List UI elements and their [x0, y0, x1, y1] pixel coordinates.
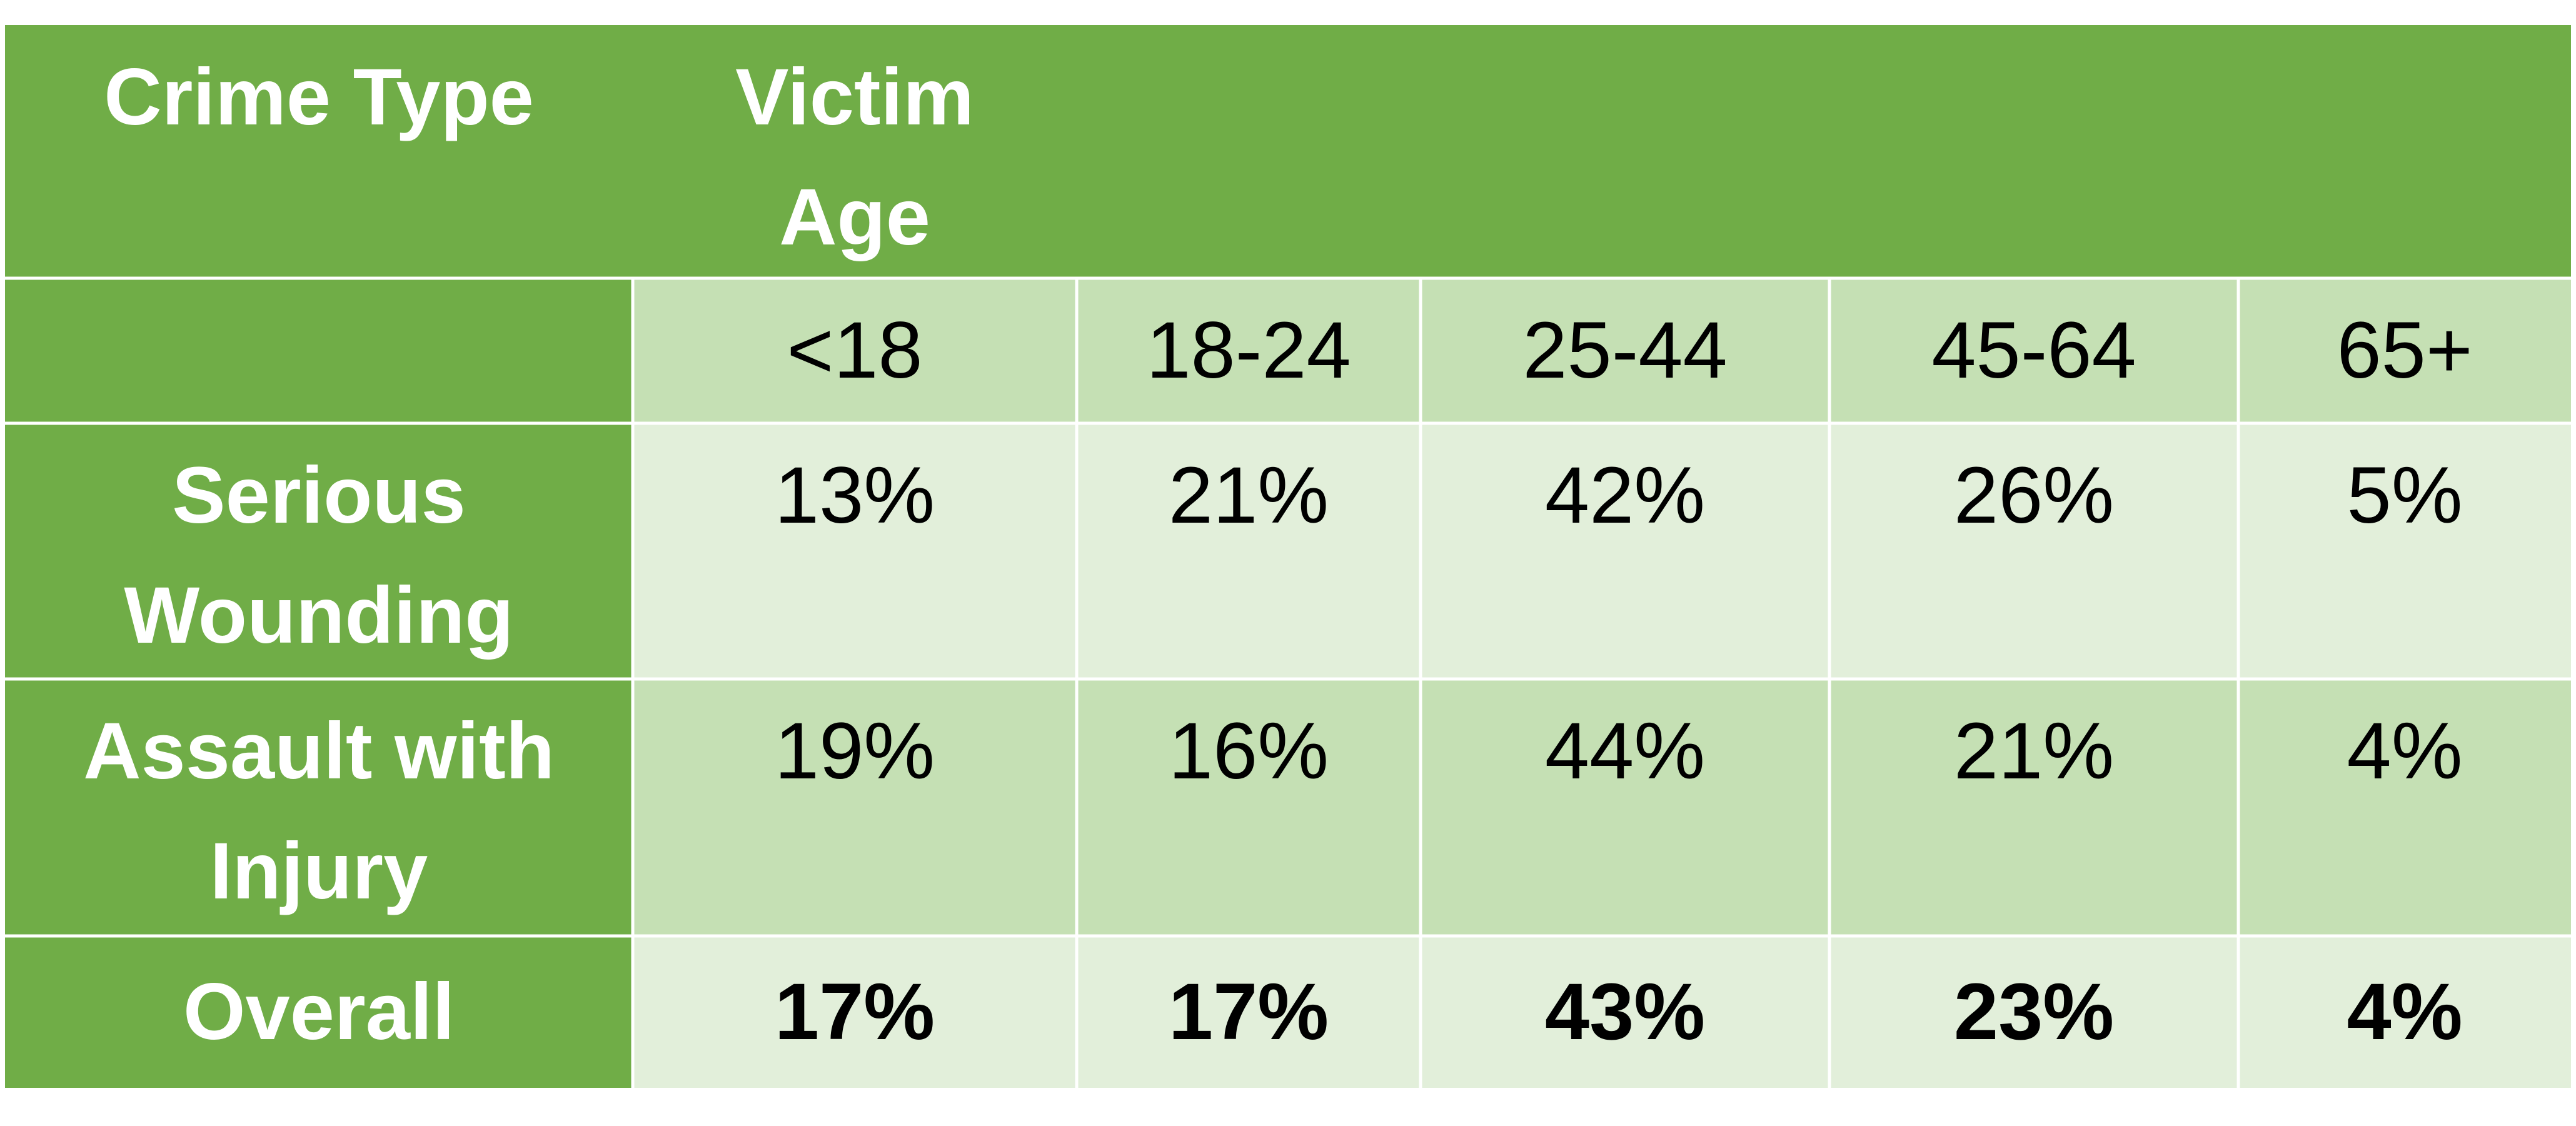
table-cell-value: 13%: [633, 423, 1077, 679]
row-label: Assault with Injury: [5, 679, 633, 936]
table-cell-value: 5%: [2238, 423, 2571, 679]
table-cell-value: 21%: [1829, 679, 2238, 936]
row-label: Overall: [5, 936, 633, 1088]
header-crime-type: Crime Type: [104, 53, 534, 142]
table-cell-value: 19%: [633, 679, 1077, 936]
table-cell-value: 23%: [1829, 936, 2238, 1088]
table-cell-value: 17%: [1077, 936, 1421, 1088]
age-row-label: [5, 278, 633, 423]
age-group-label: 18-24: [1077, 278, 1421, 423]
row-label: Serious Wounding: [5, 423, 633, 679]
table-cell-value: 4%: [2238, 936, 2571, 1088]
crime-victim-age-table: Crime Type Victim Age <18 18-24 25-44 45-64 65…: [5, 25, 2571, 1088]
header-victim-age: Victim Age: [735, 53, 974, 262]
table-cell-value: 4%: [2238, 679, 2571, 936]
header-row: [5, 25, 2571, 278]
age-group-label: 25-44: [1421, 278, 1829, 423]
table-cell-value: 43%: [1421, 936, 1829, 1088]
age-group-label: 45-64: [1829, 278, 2238, 423]
table-cell-value: 44%: [1421, 679, 1829, 936]
table-cell-value: 17%: [633, 936, 1077, 1088]
age-group-label: 65+: [2238, 278, 2571, 423]
table-cell-value: 42%: [1421, 423, 1829, 679]
table-cell-value: 21%: [1077, 423, 1421, 679]
table-cell-value: 16%: [1077, 679, 1421, 936]
age-group-label: <18: [633, 278, 1077, 423]
table-cell-value: 26%: [1829, 423, 2238, 679]
